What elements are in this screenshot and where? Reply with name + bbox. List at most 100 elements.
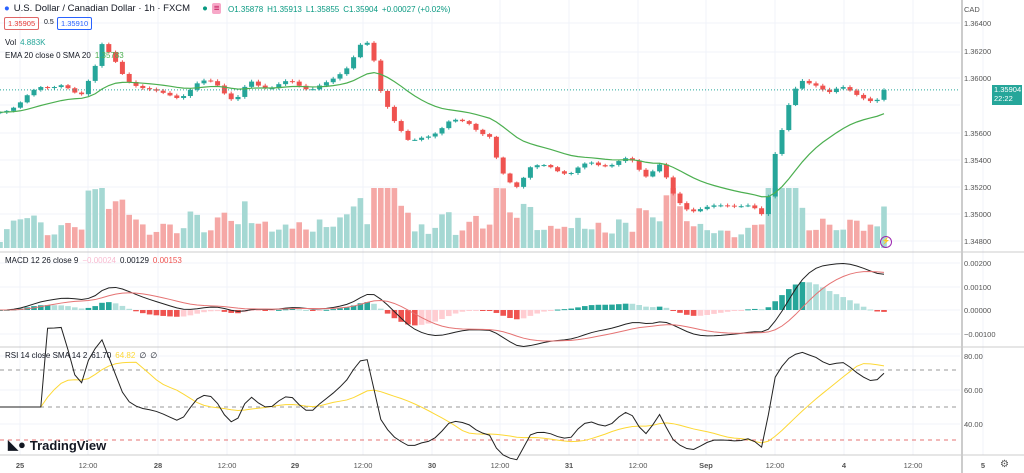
macd-histogram-bar [214, 310, 221, 312]
signal-line [0, 270, 885, 342]
macd-histogram-bar [582, 306, 588, 310]
time-label: 12:00 [490, 461, 510, 470]
macd-histogram-bar [425, 310, 432, 324]
candle-body [493, 136, 499, 158]
volume-bar [840, 229, 846, 248]
volume-bar [208, 230, 214, 248]
buy-button[interactable]: 1.35910 [57, 17, 93, 30]
volume-bar [595, 222, 602, 248]
candle-body [711, 205, 717, 207]
lightning-icon[interactable]: ⚡ [880, 236, 892, 248]
candle-body [874, 99, 880, 102]
macd-histogram-bar [187, 310, 194, 316]
macd-axis-label: −0.00100 [964, 330, 996, 339]
time-label: 12:00 [78, 461, 98, 470]
macd-histogram-bar [446, 310, 452, 317]
volume-bar [99, 188, 105, 248]
rsi-legend[interactable]: RSI 14 close SMA 14 2 61.70 64.82 ∅ ∅ [5, 351, 161, 360]
volume-bar [724, 230, 731, 248]
macd-histogram-bar [588, 305, 595, 310]
candle-body [24, 95, 30, 103]
volume-bar [609, 233, 615, 248]
volume-bar [752, 224, 758, 248]
candle-body [609, 164, 615, 167]
price-label: 1.35200 [964, 183, 992, 192]
candle-body [364, 42, 370, 45]
volume-bar [806, 230, 812, 248]
macd-histogram-bar [126, 308, 132, 310]
candle-body [487, 134, 493, 137]
candle-body [201, 80, 207, 84]
candle-body [704, 206, 710, 210]
volume-bar [847, 219, 853, 248]
candle-body [684, 203, 690, 210]
volume-bar [650, 217, 656, 248]
macd-histogram-bar [323, 309, 330, 311]
macd-histogram-bar [44, 305, 51, 310]
symbol-title[interactable]: ● U.S. Dollar / Canadian Dollar · 1h · FX… [4, 3, 225, 14]
volume-bar [629, 231, 636, 248]
candle-body [854, 90, 860, 95]
candle-body [425, 136, 431, 138]
candle-body [759, 208, 765, 215]
macd-histogram-bar [391, 310, 398, 319]
market-status-icon[interactable]: ● [202, 3, 208, 14]
volume-bar [745, 227, 751, 248]
candle-body [534, 165, 540, 168]
volume-bar [65, 222, 71, 248]
candle-body [663, 164, 669, 178]
menu-icon[interactable]: ≡ [211, 3, 222, 14]
candle-body [650, 171, 656, 177]
macd-legend[interactable]: MACD 12 26 close 9 −0.00024 0.00129 0.00153 [5, 256, 186, 265]
macd-histogram-bar [140, 310, 146, 314]
volume-bar [636, 208, 642, 248]
macd-histogram-bar [439, 310, 445, 320]
macd-histogram-bar [724, 310, 731, 312]
volume-bar [31, 215, 37, 248]
volume-bar [357, 198, 364, 248]
tradingview-logo[interactable]: ◣● TradingView [8, 437, 106, 453]
volume-bar [384, 188, 391, 248]
candle-body [466, 121, 472, 124]
macd-histogram-bar [269, 310, 275, 311]
candle-body [799, 80, 805, 89]
candle-body [548, 165, 554, 168]
macd-histogram-bar [833, 294, 840, 310]
change-value: +0.00027 (+0.02%) [381, 5, 451, 14]
currency-label[interactable]: CAD [964, 5, 980, 14]
candle-body [419, 137, 425, 140]
candle-body [602, 165, 608, 167]
volume-bar [486, 224, 493, 248]
volume-bar [126, 214, 132, 248]
candle-body [473, 123, 479, 130]
volume-bar [44, 235, 51, 248]
volume-bar [398, 205, 404, 248]
macd-histogram-bar [860, 306, 867, 310]
ema-legend[interactable]: EMA 20 close 0 SMA 20 1.35783 [5, 51, 128, 60]
candle-body [813, 83, 819, 86]
rsi-axis-label: 60.00 [964, 386, 983, 395]
volume-bar [860, 230, 867, 248]
macd-axis-label: 0.00000 [964, 306, 992, 315]
sell-button[interactable]: 1.35905 [4, 17, 40, 30]
volume-bar [758, 224, 765, 248]
candle-body [174, 95, 180, 98]
macd-histogram-bar [201, 310, 207, 313]
macd-histogram-bar [650, 307, 656, 310]
candle-body [133, 81, 139, 86]
macd-histogram-bar [432, 310, 438, 322]
volume-bar [24, 218, 30, 248]
flag-icon: ● [4, 3, 10, 14]
volume-bar [439, 214, 445, 248]
settings-icon[interactable]: ⚙ [1000, 459, 1009, 470]
volume-bar [799, 207, 806, 248]
candle-body [262, 85, 268, 89]
macd-histogram-bar [282, 309, 289, 311]
volume-legend[interactable]: Vol 4.883K [5, 38, 49, 47]
volume-bar [85, 190, 92, 248]
macd-histogram-bar [772, 301, 778, 310]
macd-histogram-bar [133, 310, 139, 312]
volume-bar [201, 232, 207, 248]
macd-histogram-bar [867, 309, 874, 311]
